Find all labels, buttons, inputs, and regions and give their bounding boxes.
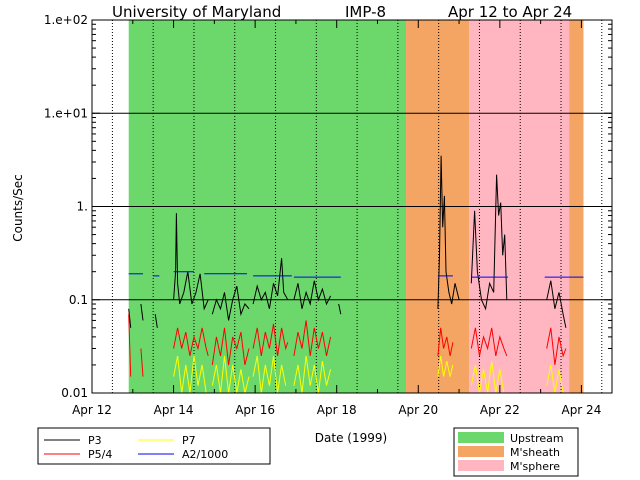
legend-region-label: M'sheath	[510, 446, 560, 459]
series-line-p7	[293, 355, 332, 394]
series-line-p54	[140, 348, 144, 377]
series-line-p3	[128, 308, 132, 328]
title-left: University of Maryland	[112, 3, 281, 21]
x-tick-label: Apr 14	[154, 403, 194, 417]
series-line-p54	[173, 327, 209, 357]
x-axis-label: Date (1999)	[315, 431, 387, 445]
y-tick-label: 0.01	[61, 386, 88, 400]
legend-label: A2/1000	[182, 448, 228, 461]
series-line-p3	[293, 280, 332, 309]
legend-region-label: Upstream	[510, 432, 564, 445]
series-line-p54	[252, 323, 289, 356]
series-line-p3	[470, 174, 508, 311]
series-legend-box	[37, 427, 271, 465]
series-line-p3	[437, 155, 460, 309]
series-line-p7	[437, 355, 454, 377]
series-line-p3	[546, 280, 567, 328]
series-a21000	[128, 271, 584, 278]
axis-ticks: 0.01 0.1 1. 1.e+01 1.e+02 Apr 12 Apr 14 Apr 16 A…	[44, 13, 612, 417]
x-tick-label: Apr 20	[398, 403, 438, 417]
series-legend: P3 P7 P5/4 A2/1000	[37, 427, 271, 465]
series-line-p3	[252, 258, 289, 309]
series-line-p7	[211, 355, 250, 394]
series-lines	[128, 155, 584, 394]
series-line-p54	[546, 327, 567, 365]
x-tick-label: Apr 18	[317, 403, 357, 417]
series-p7	[173, 355, 564, 394]
y-tick-label: 1.e+02	[44, 13, 88, 27]
y-axis-label: Counts/Sec	[11, 174, 25, 242]
series-line-p54	[293, 320, 332, 357]
y-tick-label: 0.1	[69, 293, 88, 307]
y-tick-label: 1.	[77, 200, 88, 214]
series-line-p3	[140, 303, 144, 321]
title-mid: IMP-8	[345, 3, 386, 21]
series-line-p54	[211, 327, 250, 366]
series-line-p54	[128, 314, 132, 377]
legend-region-swatch	[458, 460, 504, 471]
series-p54	[128, 314, 567, 377]
gridlines	[92, 19, 612, 394]
series-line-p54	[470, 327, 508, 357]
title-right: Apr 12 to Apr 24	[448, 3, 572, 21]
legend-label: P3	[88, 434, 102, 447]
series-line-p3	[338, 303, 342, 315]
legend-region-swatch	[458, 432, 504, 443]
series-line-p3	[173, 213, 209, 311]
legend-region-swatch	[458, 446, 504, 457]
legend-label: P7	[182, 434, 196, 447]
series-line-p3	[154, 314, 158, 328]
series-line-p54	[437, 327, 454, 357]
legend-region-label: M'sphere	[510, 460, 560, 473]
x-tick-label: Apr 16	[235, 403, 275, 417]
series-p3	[128, 155, 567, 328]
series-line-p3	[211, 285, 250, 321]
x-tick-label: Apr 22	[480, 403, 520, 417]
x-tick-label: Apr 24	[561, 403, 601, 417]
legend-label: P5/4	[88, 448, 112, 461]
x-tick-label: Apr 12	[72, 403, 112, 417]
y-tick-label: 1.e+01	[44, 106, 88, 120]
series-line-p7	[252, 355, 287, 394]
